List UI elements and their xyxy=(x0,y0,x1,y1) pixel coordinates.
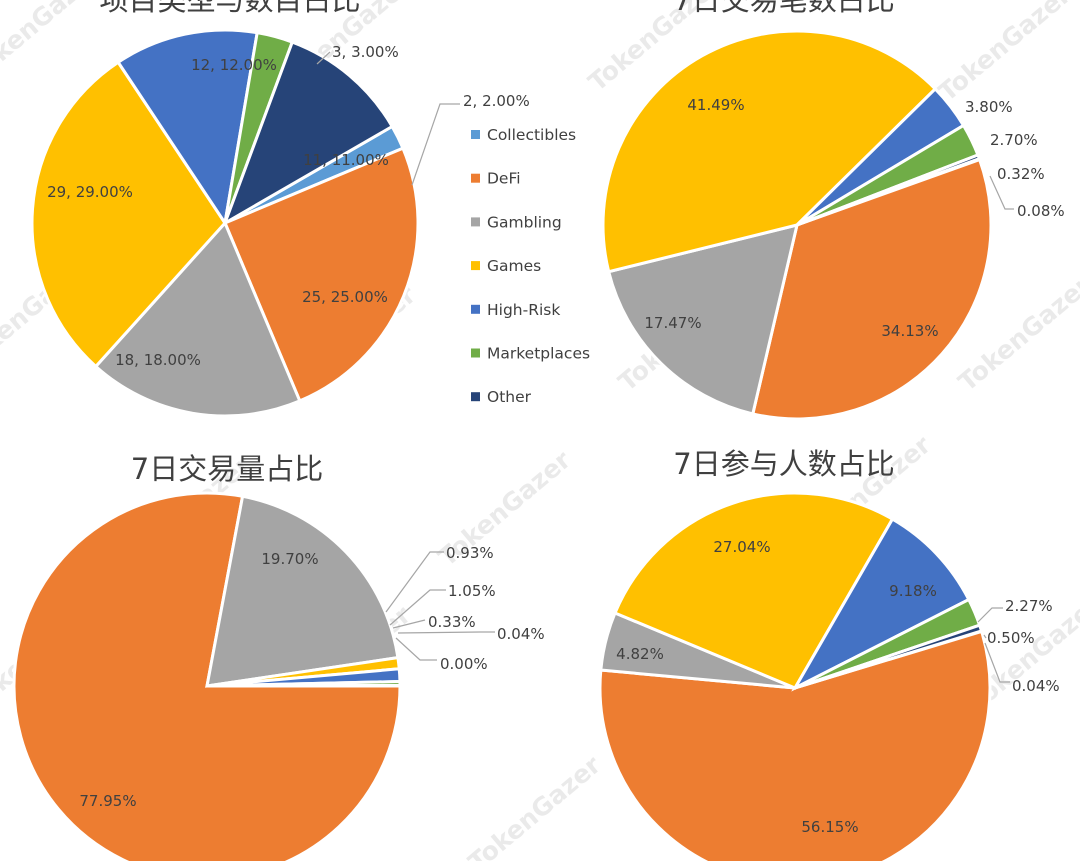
data-label: 2.27% xyxy=(1005,597,1053,615)
data-label: 3, 3.00% xyxy=(332,43,399,61)
legend-label: Gambling xyxy=(487,213,562,231)
data-label: 18, 18.00% xyxy=(115,351,201,369)
pie-slice-defi xyxy=(598,629,992,861)
legend-swatch xyxy=(471,217,480,227)
legend-swatch xyxy=(471,392,480,402)
pie-slice-other xyxy=(222,40,395,227)
chart-title: 7日参与人数占比 xyxy=(673,447,894,481)
data-label: 3.80% xyxy=(965,98,1013,116)
pie-slice-defi xyxy=(12,491,402,861)
pie-chart-2: 7日交易笔数占比 0.08% 34.13% 17.47% 41.49% 3.80% 2.70… xyxy=(601,0,1065,421)
pie-chart-4: 7日参与人数占比 0.04% 56.15% 4.82% 27.04% 9.18% 2.27%… xyxy=(598,447,1060,861)
legend-label: DeFi xyxy=(487,170,521,188)
data-label: 0.32% xyxy=(997,165,1045,183)
legend-item: Other xyxy=(471,388,532,406)
legend-label: Games xyxy=(487,257,541,275)
pie-slice-gambling xyxy=(93,220,302,418)
chart-title: 项目类型与数目占比 xyxy=(99,0,360,17)
data-label: 9.18% xyxy=(889,582,937,600)
legend-label: High-Risk xyxy=(487,301,560,319)
data-label: 0.04% xyxy=(497,625,545,643)
legend-item: Games xyxy=(471,257,541,275)
leader-line xyxy=(389,589,446,626)
legend-label: Collectibles xyxy=(487,126,576,144)
data-label: 4.82% xyxy=(616,645,664,663)
legend-item: DeFi xyxy=(471,170,521,188)
legend: Collectibles DeFi Gambling Games High-Risk Ma… xyxy=(471,126,590,406)
legend-label: Marketplaces xyxy=(487,345,590,363)
leader-line xyxy=(411,103,460,186)
pie-slice-defi xyxy=(750,157,993,421)
legend-label: Other xyxy=(487,388,532,406)
pie-slice-games xyxy=(30,60,227,369)
pies-layer: 项目类型与数目占比 2, 2.00% 25, 25.00% 18, 18.00% 29,… xyxy=(12,0,1065,861)
data-label: 11, 11.00% xyxy=(303,151,389,169)
pie-slice-gambling xyxy=(606,222,800,416)
data-label: 0.08% xyxy=(1017,202,1065,220)
data-label: 0.33% xyxy=(428,613,476,631)
data-label: 0.04% xyxy=(1012,677,1060,695)
pie-slice-high-risk xyxy=(791,517,971,692)
legend-swatch xyxy=(471,304,480,314)
data-label: 2.70% xyxy=(990,131,1038,149)
data-label: 27.04% xyxy=(713,538,770,556)
data-label: 29, 29.00% xyxy=(47,183,133,201)
watermark-text: TokenGazer xyxy=(463,750,607,861)
data-label: 19.70% xyxy=(261,550,318,568)
pie-slice-games xyxy=(601,29,938,274)
leader-line xyxy=(989,175,1014,210)
watermark-text: TokenGazer xyxy=(0,0,107,87)
data-label: 17.47% xyxy=(644,314,701,332)
leader-line xyxy=(316,51,331,65)
watermark-text: TokenGazer xyxy=(933,0,1077,107)
pie-slice-gambling xyxy=(205,494,400,688)
pie-slice-high-risk xyxy=(116,28,259,227)
legend-swatch xyxy=(471,261,480,271)
legend-swatch xyxy=(471,348,480,358)
data-label: 0.93% xyxy=(446,544,494,562)
data-label: 0.50% xyxy=(987,629,1035,647)
leader-line xyxy=(397,631,495,634)
data-label: 0.00% xyxy=(440,655,488,673)
legend-item: High-Risk xyxy=(471,301,560,319)
chart-title: 7日交易笔数占比 xyxy=(673,0,894,17)
legend-item: Collectibles xyxy=(471,126,576,144)
legend-item: Marketplaces xyxy=(471,345,590,363)
leader-line xyxy=(983,634,987,639)
legend-item: Gambling xyxy=(471,213,562,231)
leader-line xyxy=(977,607,1003,623)
leader-line xyxy=(984,642,1010,683)
legend-swatch xyxy=(471,173,480,183)
pie-chart-3: 7日交易量占比 0.00% 77.95% 19.70% 0.93% 1.05% 0.33% 0… xyxy=(12,452,545,861)
data-label: 34.13% xyxy=(881,322,938,340)
data-label: 41.49% xyxy=(687,96,744,114)
data-label: 77.95% xyxy=(79,792,136,810)
data-label: 2, 2.00% xyxy=(463,92,530,110)
pie-slice-other xyxy=(796,153,982,227)
pie-chart-1: 项目类型与数目占比 2, 2.00% 25, 25.00% 18, 18.00% 29,… xyxy=(30,0,530,418)
data-label: 12, 12.00% xyxy=(191,56,277,74)
legend-swatch xyxy=(471,130,480,139)
chart-title: 7日交易量占比 xyxy=(131,452,323,486)
leader-line xyxy=(392,619,426,629)
data-label: 25, 25.00% xyxy=(302,288,388,306)
leader-line xyxy=(395,637,437,661)
leader-line xyxy=(385,551,444,613)
data-label: 1.05% xyxy=(448,582,496,600)
data-label: 56.15% xyxy=(801,818,858,836)
pie-slice-other xyxy=(794,623,984,690)
